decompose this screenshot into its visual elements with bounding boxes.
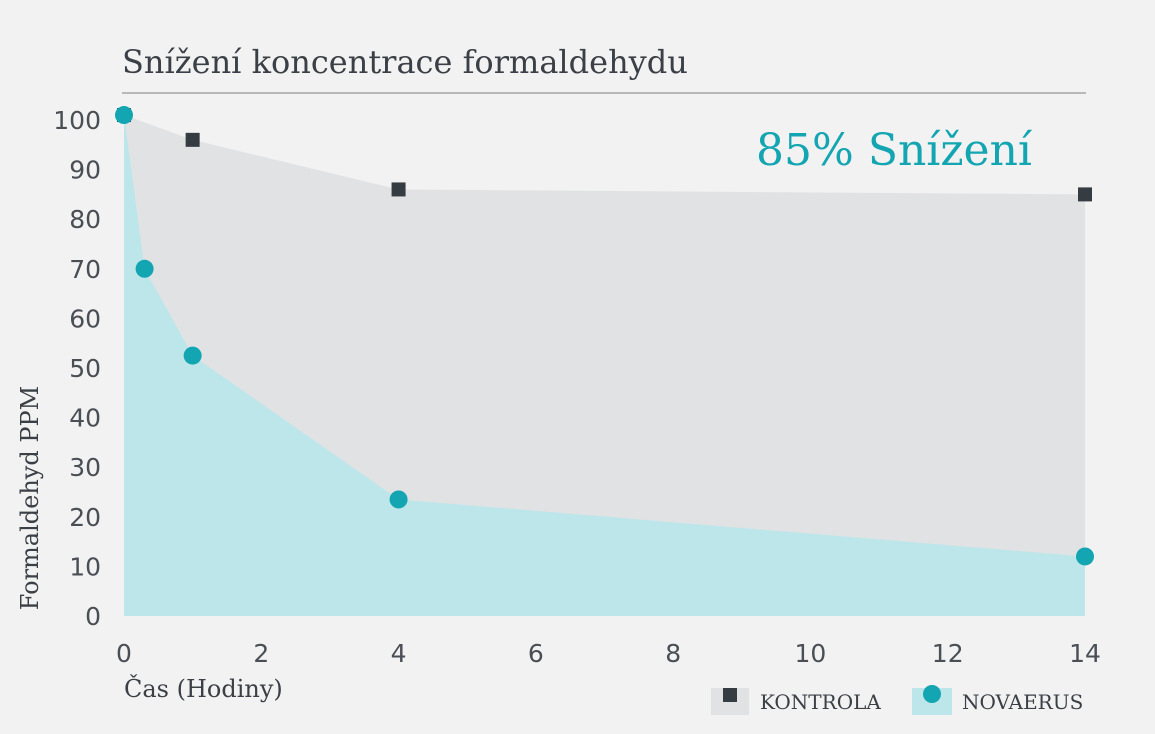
- marker-novaerus: [135, 259, 154, 278]
- x-tick-label: 6: [528, 639, 544, 668]
- y-axis-ticks: 0 10 20 30 40 50 60 70 80 90 100: [53, 106, 101, 631]
- marker-novaerus: [389, 490, 408, 509]
- y-tick-label: 40: [69, 404, 101, 433]
- legend-marker-kontrola: [723, 688, 737, 702]
- annotation-reduction: 85% Snížení: [756, 125, 1033, 176]
- marker-kontrola: [1078, 187, 1092, 202]
- area-novaerus: [124, 115, 1085, 616]
- legend: KONTROLA NOVAERUS: [711, 685, 1083, 715]
- x-tick-label: 14: [1069, 639, 1101, 668]
- x-tick-label: 10: [795, 639, 827, 668]
- plot-area: [115, 106, 1094, 616]
- x-tick-label: 0: [116, 639, 132, 668]
- marker-kontrola: [185, 132, 200, 147]
- y-tick-label: 90: [69, 156, 101, 185]
- legend-item-kontrola: KONTROLA: [711, 688, 881, 715]
- legend-item-novaerus: NOVAERUS: [912, 685, 1083, 715]
- marker-kontrola: [391, 182, 406, 197]
- marker-novaerus: [183, 346, 202, 365]
- x-tick-label: 4: [391, 639, 407, 668]
- legend-label-novaerus: NOVAERUS: [962, 690, 1083, 714]
- y-tick-label: 100: [53, 106, 101, 135]
- y-tick-label: 80: [69, 205, 101, 234]
- x-tick-label: 8: [665, 639, 681, 668]
- x-axis-label: Čas (Hodiny): [124, 674, 283, 703]
- y-tick-label: 70: [69, 255, 101, 284]
- legend-label-kontrola: KONTROLA: [760, 690, 881, 714]
- y-tick-label: 60: [69, 304, 101, 333]
- y-tick-label: 10: [69, 552, 101, 581]
- y-axis-label: Formaldehyd PPM: [16, 386, 44, 610]
- marker-novaerus: [115, 106, 133, 125]
- x-tick-label: 12: [932, 639, 964, 668]
- x-tick-label: 2: [253, 639, 269, 668]
- marker-novaerus: [1076, 547, 1094, 566]
- y-tick-label: 0: [85, 602, 101, 631]
- y-tick-label: 20: [69, 503, 101, 532]
- x-axis-ticks: 0 2 4 6 8 10 12 14: [116, 639, 1101, 668]
- y-tick-label: 30: [69, 453, 101, 482]
- y-tick-label: 50: [69, 354, 101, 383]
- chart-title: Snížení koncentrace formaldehydu: [122, 43, 688, 81]
- legend-marker-novaerus: [923, 685, 941, 703]
